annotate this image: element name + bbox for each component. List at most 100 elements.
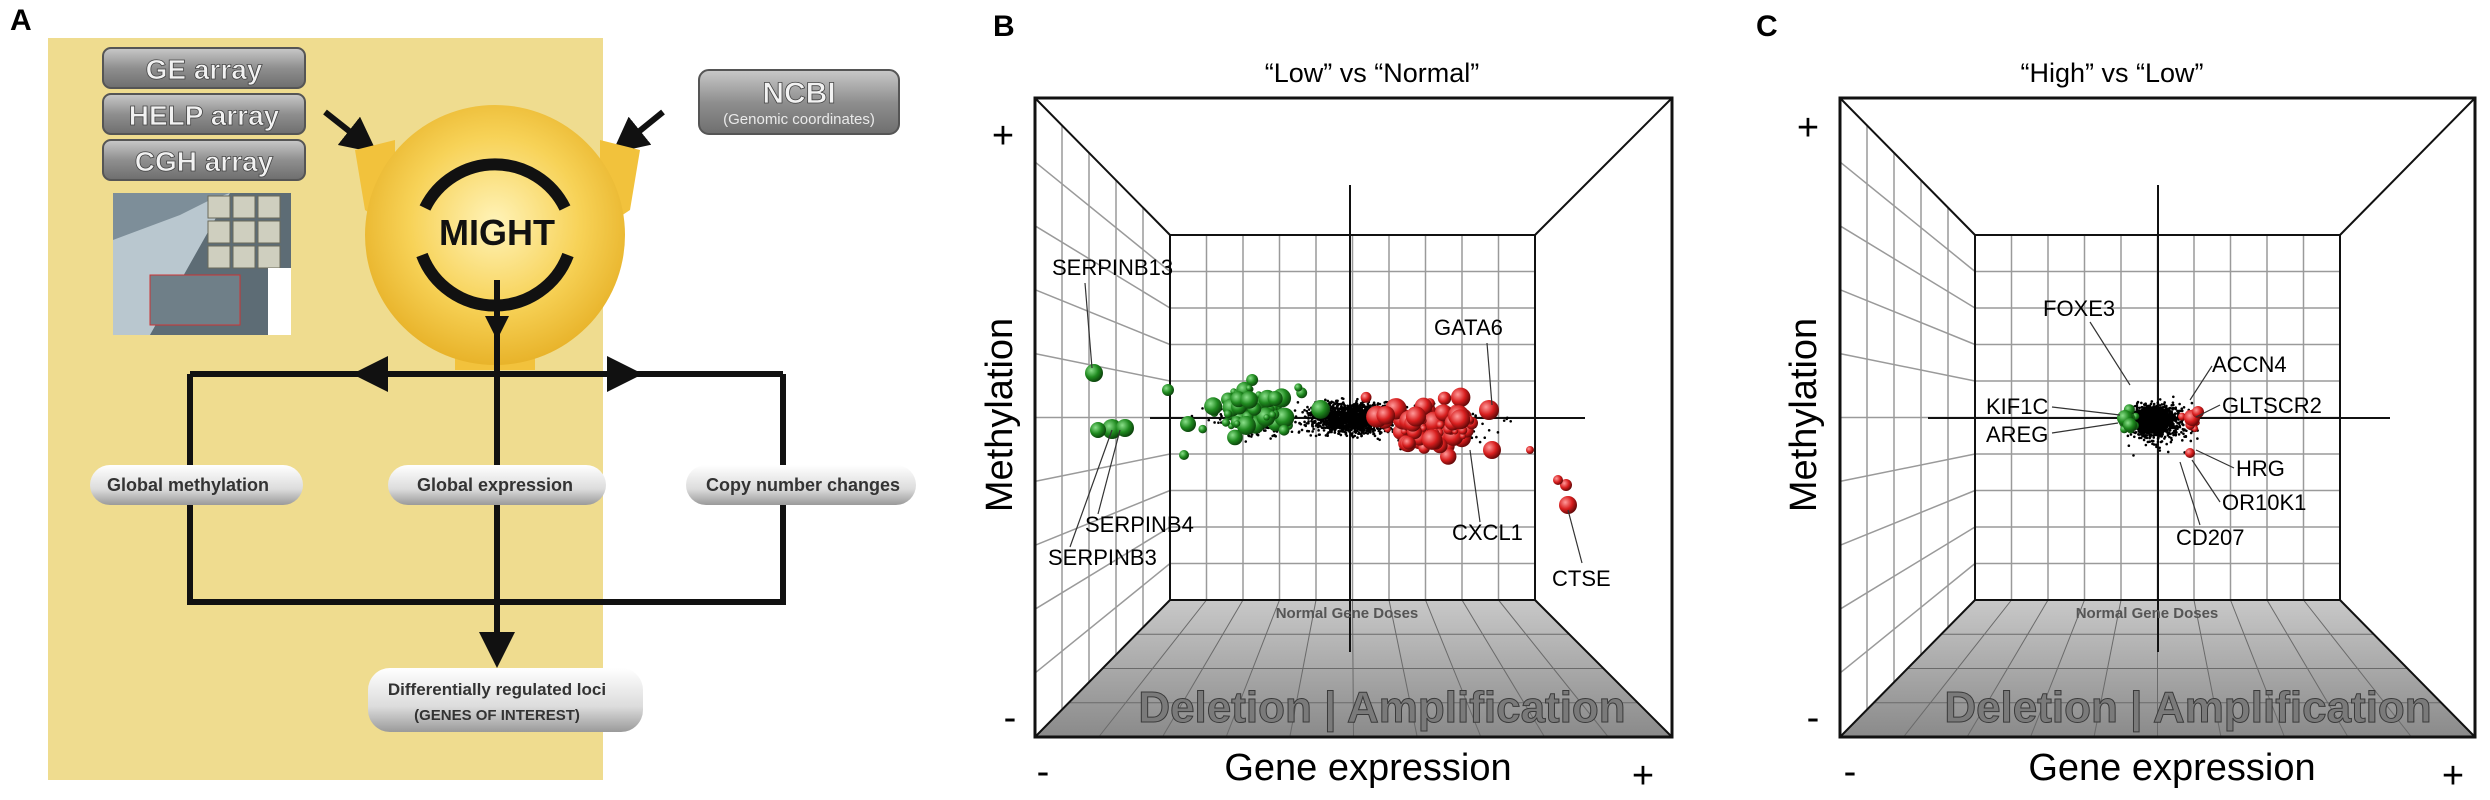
neutral-point [2162,410,2166,414]
neutral-point [1341,423,1344,426]
neutral-point [1362,410,1365,413]
gene-label-gltscr2: GLTSCR2 [2222,393,2322,418]
neutral-point [1350,405,1353,409]
neutral-point [1333,408,1336,412]
gene-label-or10k1: OR10K1 [2222,490,2306,515]
neutral-point [1309,434,1313,437]
cgh-array-label: CGH array [135,146,274,177]
neutral-point [1329,401,1333,405]
copy-number-changes-pill: Copy number changes [686,465,916,505]
neutral-point [1327,417,1331,421]
deletion-sphere [1223,409,1233,419]
neutral-point [2145,436,2149,440]
neutral-point [2151,430,2154,433]
neutral-point [2169,406,2172,410]
neutral-point [2174,420,2178,423]
neutral-point [1372,432,1375,436]
neutral-point [2152,436,2156,439]
neutral-point [1297,430,1301,433]
neutral-point [1343,424,1347,428]
left-grid-line [1839,289,1976,346]
neutral-point [1320,426,1324,430]
neutral-point [1338,425,1342,429]
neutral-point [2182,432,2185,436]
neutral-point [2148,416,2152,420]
neutral-point [1350,409,1354,412]
neutral-point [1344,428,1348,431]
neutral-point [1483,436,1487,440]
panel-b-points [1085,364,1577,514]
neutral-point [1355,399,1358,403]
neutral-point [2145,427,2149,431]
neutral-point [2152,434,2156,437]
neutral-point [2158,446,2161,450]
edge-line [2339,599,2476,738]
neutral-point [1336,404,1340,407]
neutral-point [2175,431,2178,434]
neutral-point [1312,427,1315,431]
neutral-point [1347,406,1350,409]
neutral-point [1350,422,1353,425]
neutral-point [2170,403,2174,407]
neutral-point [1340,406,1344,409]
panel-c-3d-box [1838,96,2477,739]
neutral-point [1322,429,1326,432]
neutral-point [1370,427,1374,431]
neutral-point [2138,436,2141,440]
neutral-point [1341,421,1344,424]
neutral-point [1310,419,1313,423]
neutral-point [2158,409,2161,413]
neutral-point [2171,406,2175,410]
neutral-point [1496,431,1500,434]
neutral-point [1325,423,1329,426]
neutral-point [2189,431,2193,435]
neutral-point [1336,422,1340,426]
neutral-point [1201,407,1204,410]
edge-line [1034,97,1171,236]
edge-line [1534,599,1673,738]
neutral-point [2151,442,2154,446]
neutral-point [2152,402,2156,406]
gene-label-accn4: ACCN4 [2212,352,2287,377]
neutral-point [1334,402,1337,406]
neutral-point [2158,434,2162,438]
neutral-point [1296,401,1300,404]
neutral-point [2156,427,2159,430]
panel-a-letter: A [10,4,32,37]
neutral-point [1315,422,1319,426]
neutral-point [2148,435,2152,439]
neutral-point [1218,418,1222,421]
amplification-sphere [1553,475,1563,485]
amplification-sphere [1402,436,1416,450]
left-grid-line [1034,562,1171,674]
panel-c-minus-x: - [1844,751,1857,793]
ncbi-to-hub-arrow [612,109,665,154]
neutral-point [1353,418,1356,422]
neutral-point [1343,412,1346,415]
neutral-point [1303,415,1307,418]
neutral-point [1342,397,1345,401]
neutral-point [2149,402,2153,406]
neutral-point [2132,454,2135,457]
neutral-point [1333,428,1337,432]
neutral-point [2180,407,2184,410]
neutral-point [2171,401,2175,404]
amplification-sphere [1360,391,1372,403]
neutral-point [1481,422,1484,426]
neutral-point [1312,420,1316,423]
neutral-point [2135,407,2139,411]
ge-array-button: GE array [102,47,306,89]
neutral-point [1362,429,1366,432]
neutral-point [1304,424,1308,428]
neutral-point [1345,414,1349,418]
gene-label-serpinb4: SERPINB4 [1085,512,1194,537]
left-grid-line [1034,453,1171,483]
deletion-sphere [1263,414,1270,421]
neutral-point [1365,409,1368,412]
deletion-sphere [1090,422,1106,438]
edge-line [2339,97,2476,236]
neutral-point [1474,415,1477,418]
neutral-point [1371,430,1375,433]
left-grid-line [1839,526,1976,610]
neutral-point [2160,440,2164,443]
